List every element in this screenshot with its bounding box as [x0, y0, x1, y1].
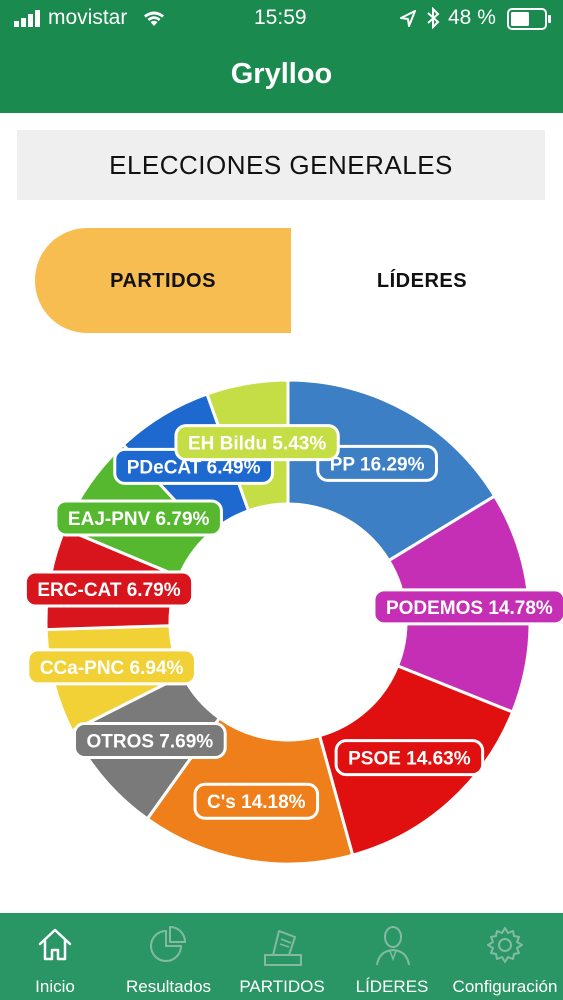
wifi-icon: [144, 11, 164, 26]
tabbar-label: PARTIDOS: [239, 977, 325, 996]
bottom-tab-bar: Inicio Resultados PARTIDOS LÍDERES Confi…: [0, 913, 563, 1000]
chart-slice-label: ERC-CAT 6.79%: [23, 570, 195, 608]
navigation-bar: Grylloo: [0, 38, 563, 113]
section-banner: ELECCIONES GENERALES: [17, 130, 545, 200]
tabbar-item-partidos[interactable]: PARTIDOS: [227, 913, 337, 1000]
clock: 15:59: [254, 6, 307, 29]
svg-text:PSOE 14.63%: PSOE 14.63%: [348, 749, 471, 770]
status-bar: movistar 15:59 48 %: [0, 0, 563, 38]
app-title: Grylloo: [230, 58, 333, 90]
svg-text:C's 14.18%: C's 14.18%: [207, 792, 306, 813]
svg-text:PP 16.29%: PP 16.29%: [330, 454, 425, 475]
chart-slice-label: C's 14.18%: [193, 782, 320, 820]
chart-slice-label: OTROS 7.69%: [72, 721, 227, 759]
gear-icon: [487, 927, 523, 963]
tab-lideres-label: LÍDERES: [376, 270, 468, 292]
pie-chart-icon: [150, 925, 187, 962]
tab-partidos[interactable]: PARTIDOS: [35, 228, 291, 333]
svg-text:OTROS 7.69%: OTROS 7.69%: [86, 731, 213, 752]
chart-slice-label: PSOE 14.63%: [334, 739, 485, 777]
chart-slice-label: EAJ-PNV 6.79%: [54, 499, 223, 537]
location-icon: [400, 10, 416, 27]
tabbar-label: LÍDERES: [355, 977, 429, 996]
svg-text:ERC-CAT 6.79%: ERC-CAT 6.79%: [37, 580, 180, 601]
chart-slice-label: CCa-PNC 6.94%: [26, 648, 197, 686]
tabbar-item-lideres[interactable]: LÍDERES: [337, 913, 447, 1000]
tabbar-label: Configuración: [452, 977, 558, 996]
chart-slice-label: PODEMOS 14.78%: [372, 588, 563, 626]
signal-icon: [14, 10, 40, 27]
tabbar-label: Resultados: [125, 977, 212, 996]
chart-slice-label: PP 16.29%: [316, 444, 438, 482]
tabbar-item-inicio[interactable]: Inicio: [0, 913, 110, 1000]
svg-text:EAJ-PNV 6.79%: EAJ-PNV 6.79%: [68, 509, 210, 530]
chart-slice-label: EH Bildu 5.43%: [174, 424, 340, 462]
bluetooth-icon: [427, 7, 440, 29]
svg-text:PODEMOS 14.78%: PODEMOS 14.78%: [386, 598, 553, 619]
section-title: ELECCIONES GENERALES: [109, 150, 453, 180]
tabbar-item-configuracion[interactable]: Configuración: [447, 913, 563, 1000]
svg-text:EH Bildu 5.43%: EH Bildu 5.43%: [188, 434, 326, 455]
tabbar-label: Inicio: [35, 977, 75, 996]
home-icon: [38, 928, 72, 961]
person-icon: [376, 926, 410, 966]
party-results-donut-chart: PP 16.29% PODEMOS 14.78% PSOE 14.63% C's 14…: [23, 378, 563, 866]
carrier-label: movistar: [48, 6, 128, 29]
ballot-icon: [264, 930, 302, 966]
svg-text:CCa-PNC 6.94%: CCa-PNC 6.94%: [40, 658, 184, 679]
tab-partidos-label: PARTIDOS: [110, 270, 216, 292]
svg-text:PDeCAT 6.49%: PDeCAT 6.49%: [127, 457, 261, 478]
tab-lideres[interactable]: LÍDERES: [291, 228, 553, 333]
tabbar-item-resultados[interactable]: Resultados: [110, 913, 227, 1000]
battery-percent: 48 %: [448, 6, 496, 29]
battery-icon: [507, 8, 551, 30]
